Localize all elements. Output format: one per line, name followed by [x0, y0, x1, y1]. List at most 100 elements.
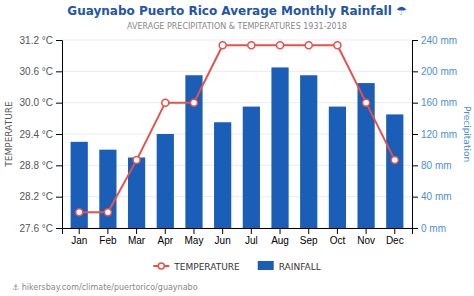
y2-tick-mark: [412, 71, 418, 72]
marker: [104, 209, 111, 216]
y2-axis-title: Precipitation: [462, 106, 472, 162]
x-tick-label: Dec: [386, 235, 404, 246]
y-tick: 31.2 °C: [20, 35, 62, 46]
y-tick-mark: [56, 40, 62, 41]
x-tick: Aug: [271, 228, 289, 246]
bar: [157, 134, 174, 228]
x-tick-mark: [222, 228, 223, 234]
y-tick-label: 31.2 °C: [20, 35, 53, 46]
y2-tick-label: 160 mm: [421, 97, 457, 108]
y-tick-label: 30.6 °C: [20, 66, 53, 77]
legend-label: TEMPERATURE: [173, 262, 240, 272]
bar: [386, 114, 403, 228]
marker: [277, 42, 284, 49]
x-tick: May: [185, 228, 204, 246]
y-tick: 30.6 °C: [20, 66, 62, 77]
marker: [76, 209, 83, 216]
bar: [128, 158, 145, 229]
series-bar: [71, 67, 404, 228]
plot: 27.6 °C 28.2 °C 28.8 °C 29.4 °C 30.0 °C 30.6 …: [20, 35, 458, 246]
y-tick-label: 29.4 °C: [20, 129, 53, 140]
x-tick: Jul: [245, 228, 258, 246]
y-axis: 27.6 °C 28.2 °C 28.8 °C 29.4 °C 30.0 °C 30.6 …: [20, 35, 63, 234]
x-tick-mark: [107, 228, 108, 234]
x-tick-mark: [366, 228, 367, 234]
y2-tick: 200 mm: [412, 66, 457, 77]
y-tick-mark: [56, 197, 62, 198]
legend: TEMPERATURE RAINFALL: [153, 261, 320, 272]
x-tick-mark: [394, 228, 395, 234]
y-axis-line: [56, 41, 63, 229]
series-line: [76, 42, 399, 216]
x-tick-mark: [193, 228, 194, 234]
y2-tick: 160 mm: [412, 97, 457, 108]
y2-tick: 0 mm: [412, 223, 446, 234]
x-tick-mark: [280, 228, 281, 234]
y2-axis: 0 mm40 mm80 mm120 mm160 mm200 mm240 mm: [412, 35, 457, 234]
legend-swatch: [258, 261, 274, 270]
y-tick: 28.2 °C: [20, 191, 62, 202]
marker: [334, 42, 341, 49]
marker: [190, 99, 197, 106]
y2-tick-mark: [412, 197, 418, 198]
y-tick: 28.8 °C: [20, 160, 62, 171]
y2-tick-mark: [412, 40, 418, 41]
y2-axis-line: [413, 41, 419, 229]
x-tick-label: Mar: [128, 235, 146, 246]
marker: [133, 157, 140, 164]
x-tick-label: Jun: [215, 235, 231, 246]
marker: [248, 42, 255, 49]
bar: [300, 75, 317, 228]
y-tick-mark: [56, 228, 62, 229]
chart: Guaynabo Puerto Rico Average Monthly Rai…: [0, 0, 474, 296]
x-tick: Nov: [357, 228, 375, 246]
x-axis-line: [63, 229, 413, 235]
bar: [271, 67, 288, 228]
x-tick-mark: [337, 228, 338, 234]
y-tick-label: 30.0 °C: [20, 97, 53, 108]
x-tick: Oct: [330, 228, 346, 246]
y2-tick-label: 0 mm: [421, 223, 446, 234]
x-tick: Apr: [157, 228, 173, 246]
y-tick: 27.6 °C: [20, 223, 62, 234]
y2-tick: 80 mm: [412, 160, 452, 171]
x-tick: Sep: [300, 228, 318, 246]
y2-tick: 40 mm: [412, 191, 452, 202]
annotation: ⚓ hikersbay.com/climate/puertorico/guayn…: [12, 283, 198, 292]
marker: [391, 157, 398, 164]
y-axis-title: TEMPERATURE: [4, 101, 14, 168]
marker: [162, 99, 169, 106]
y2-tick-label: 80 mm: [421, 160, 452, 171]
marker: [363, 99, 370, 106]
y2-tick: 240 mm: [412, 35, 457, 46]
x-tick-mark: [165, 228, 166, 234]
legend-marker: [158, 263, 164, 269]
y-tick-mark: [56, 103, 62, 104]
y2-tick-label: 240 mm: [421, 35, 457, 46]
x-tick-label: Feb: [99, 235, 117, 246]
x-tick: Feb: [99, 228, 117, 246]
y2-tick-label: 40 mm: [421, 191, 452, 202]
bar: [185, 75, 202, 228]
grid-line: [62, 40, 412, 41]
x-tick-mark: [136, 228, 137, 234]
x-tick-label: Apr: [157, 235, 173, 246]
x-tick: Mar: [128, 228, 146, 246]
x-tick: Dec: [386, 228, 404, 246]
title: Guaynabo Puerto Rico Average Monthly Rai…: [67, 4, 407, 18]
bar: [329, 107, 346, 228]
x-tick-label: May: [185, 235, 204, 246]
grid: [62, 40, 412, 228]
x-tick-label: Aug: [271, 235, 289, 246]
x-tick-label: Jan: [71, 235, 87, 246]
x-tick-label: Nov: [357, 235, 375, 246]
line: [79, 45, 395, 212]
x-tick-mark: [251, 228, 252, 234]
legend-item: TEMPERATURE: [153, 262, 240, 272]
y-tick: 30.0 °C: [20, 97, 62, 108]
x-tick: Jan: [71, 228, 87, 246]
y-tick-mark: [56, 71, 62, 72]
legend-item: RAINFALL: [258, 261, 321, 272]
marker: [305, 42, 312, 49]
x-tick-label: Oct: [330, 235, 346, 246]
